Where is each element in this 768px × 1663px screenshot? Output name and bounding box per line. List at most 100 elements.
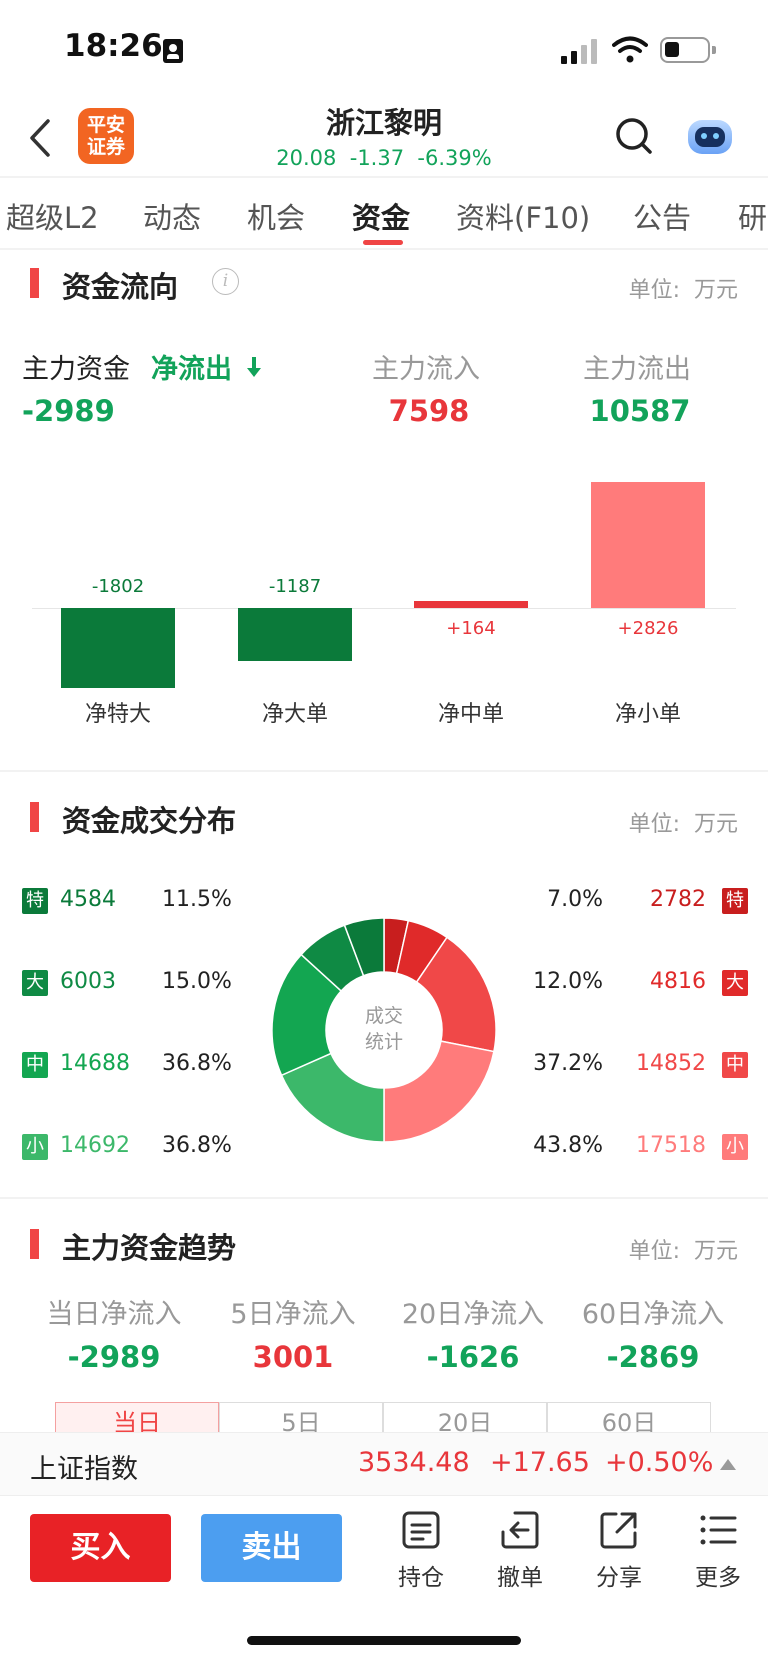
- status-time: 18:26: [64, 28, 163, 64]
- buy-button[interactable]: 买入: [30, 1514, 171, 1582]
- trend-label-day: 当日净流入: [46, 1299, 182, 1330]
- dist-pct: 12.0%: [533, 969, 603, 994]
- chart-value-label: -1802: [91, 576, 145, 597]
- stock-name: 浙江黎明: [325, 106, 442, 140]
- chart-baseline: [32, 608, 736, 609]
- index-bar[interactable]: 上证指数 3534.48 +17.65 +0.50%: [0, 1432, 768, 1496]
- dist-pct: 7.0%: [547, 887, 603, 912]
- chart-category-label: 净小单: [614, 702, 681, 727]
- chart-category-label: 净特大: [84, 702, 151, 727]
- trend-value-day: -2989: [67, 1340, 161, 1374]
- trade-distribution-donut: [271, 917, 497, 1143]
- chart-value-label: +164: [446, 618, 496, 639]
- battery-icon: [660, 37, 716, 63]
- dist-value: 4816: [650, 969, 706, 994]
- tab-announcements[interactable]: 公告: [633, 201, 692, 235]
- chart-bar: [238, 608, 352, 661]
- more-label: 更多: [695, 1565, 741, 1591]
- chart-value-label: +2826: [617, 618, 679, 639]
- arrow-down-icon: [247, 357, 261, 377]
- index-value: 3534.48: [358, 1447, 470, 1478]
- dist-unit: 单位: 万元: [628, 812, 738, 837]
- main-inflow-label: 主力流入: [372, 354, 480, 385]
- chart-value-label: -1187: [268, 576, 322, 597]
- cancel-order-button[interactable]: 撤单: [485, 1510, 555, 1592]
- trend-unit: 单位: 万元: [628, 1239, 738, 1264]
- tab-news[interactable]: 动态: [143, 201, 202, 235]
- trend-label-20d: 20日净流入: [401, 1299, 545, 1330]
- donut-center-label: 成交 统计: [364, 1005, 403, 1053]
- dist-title: 资金成交分布: [62, 804, 237, 838]
- tab-research[interactable]: 研: [738, 201, 768, 235]
- broker-logo: 平安 证券: [78, 108, 134, 164]
- home-indicator: [247, 1636, 521, 1645]
- tab-active-indicator: [363, 240, 403, 245]
- document-icon: [402, 1511, 440, 1549]
- chart-category-label: 净大单: [261, 702, 328, 727]
- dist-badge: 小: [22, 1134, 48, 1160]
- index-name: 上证指数: [30, 1454, 138, 1485]
- index-change: +17.65: [490, 1447, 590, 1478]
- trend-value-60d: -2869: [606, 1340, 700, 1374]
- cancel-order-label: 撤单: [497, 1565, 543, 1591]
- id-card-icon: [163, 39, 183, 63]
- dist-value: 4584: [60, 887, 116, 912]
- dist-value: 14692: [60, 1133, 130, 1158]
- dist-badge: 中: [22, 1052, 48, 1078]
- dist-pct: 11.5%: [162, 887, 232, 912]
- dist-value: 6003: [60, 969, 116, 994]
- dist-badge: 特: [22, 888, 48, 914]
- chart-category-label: 净中单: [437, 702, 504, 727]
- tab-f10[interactable]: 资料(F10): [456, 201, 591, 235]
- more-button[interactable]: 更多: [683, 1510, 753, 1592]
- dist-pct: 36.8%: [162, 1133, 232, 1158]
- dist-badge: 中: [722, 1052, 748, 1078]
- back-icon[interactable]: [28, 118, 52, 158]
- section-marker: [30, 1229, 39, 1259]
- flow-unit: 单位: 万元: [628, 278, 738, 303]
- dist-badge: 小: [722, 1134, 748, 1160]
- trend-label-5d: 5日净流入: [230, 1299, 356, 1330]
- signal-icon: [561, 38, 599, 64]
- trend-value-5d: 3001: [252, 1340, 334, 1374]
- donut-slice: [383, 1040, 495, 1143]
- dist-pct: 36.8%: [162, 1051, 232, 1076]
- main-outflow-value: 10587: [589, 394, 691, 428]
- trend-title: 主力资金趋势: [62, 1231, 237, 1265]
- dist-pct: 15.0%: [162, 969, 232, 994]
- stock-quote: 20.08 -1.37 -6.39%: [276, 146, 492, 170]
- fund-flow-bar-chart: -1802 净特大 -1187 净大单 +164 净中单 +2826 净小单: [0, 470, 768, 750]
- flow-title: 资金流向: [62, 270, 179, 304]
- index-pct: +0.50%: [605, 1447, 714, 1478]
- holdings-label: 持仓: [398, 1565, 444, 1591]
- trend-label-60d: 60日净流入: [581, 1299, 725, 1330]
- wifi-icon: [612, 36, 648, 63]
- share-label: 分享: [596, 1565, 642, 1591]
- main-net-value: -2989: [22, 394, 115, 428]
- menu-icon: [700, 1515, 737, 1545]
- main-inflow-value: 7598: [388, 394, 470, 428]
- dist-value: 14688: [60, 1051, 130, 1076]
- dist-value: 2782: [650, 887, 706, 912]
- main-fund-label: 主力资金: [22, 354, 130, 385]
- tab-opportunity[interactable]: 机会: [247, 201, 306, 235]
- tab-super-l2[interactable]: 超级L2: [6, 201, 99, 235]
- dist-badge: 大: [722, 970, 748, 996]
- chart-bar: [591, 482, 705, 608]
- chart-bar: [61, 608, 175, 689]
- dist-pct: 37.2%: [533, 1051, 603, 1076]
- dist-value: 14852: [636, 1051, 706, 1076]
- donut-slice: [343, 917, 385, 977]
- holdings-button[interactable]: 持仓: [386, 1510, 456, 1592]
- section-marker: [30, 802, 39, 832]
- dist-badge: 大: [22, 970, 48, 996]
- info-icon[interactable]: i: [212, 268, 239, 295]
- tab-funds[interactable]: 资金: [352, 201, 411, 235]
- sell-button[interactable]: 卖出: [201, 1514, 342, 1582]
- share-icon: [600, 1512, 637, 1549]
- share-button[interactable]: 分享: [584, 1510, 654, 1592]
- robot-assistant-icon[interactable]: [686, 114, 734, 158]
- main-outflow-label: 主力流出: [583, 354, 691, 385]
- search-icon[interactable]: [614, 116, 654, 156]
- dist-pct: 43.8%: [533, 1133, 603, 1158]
